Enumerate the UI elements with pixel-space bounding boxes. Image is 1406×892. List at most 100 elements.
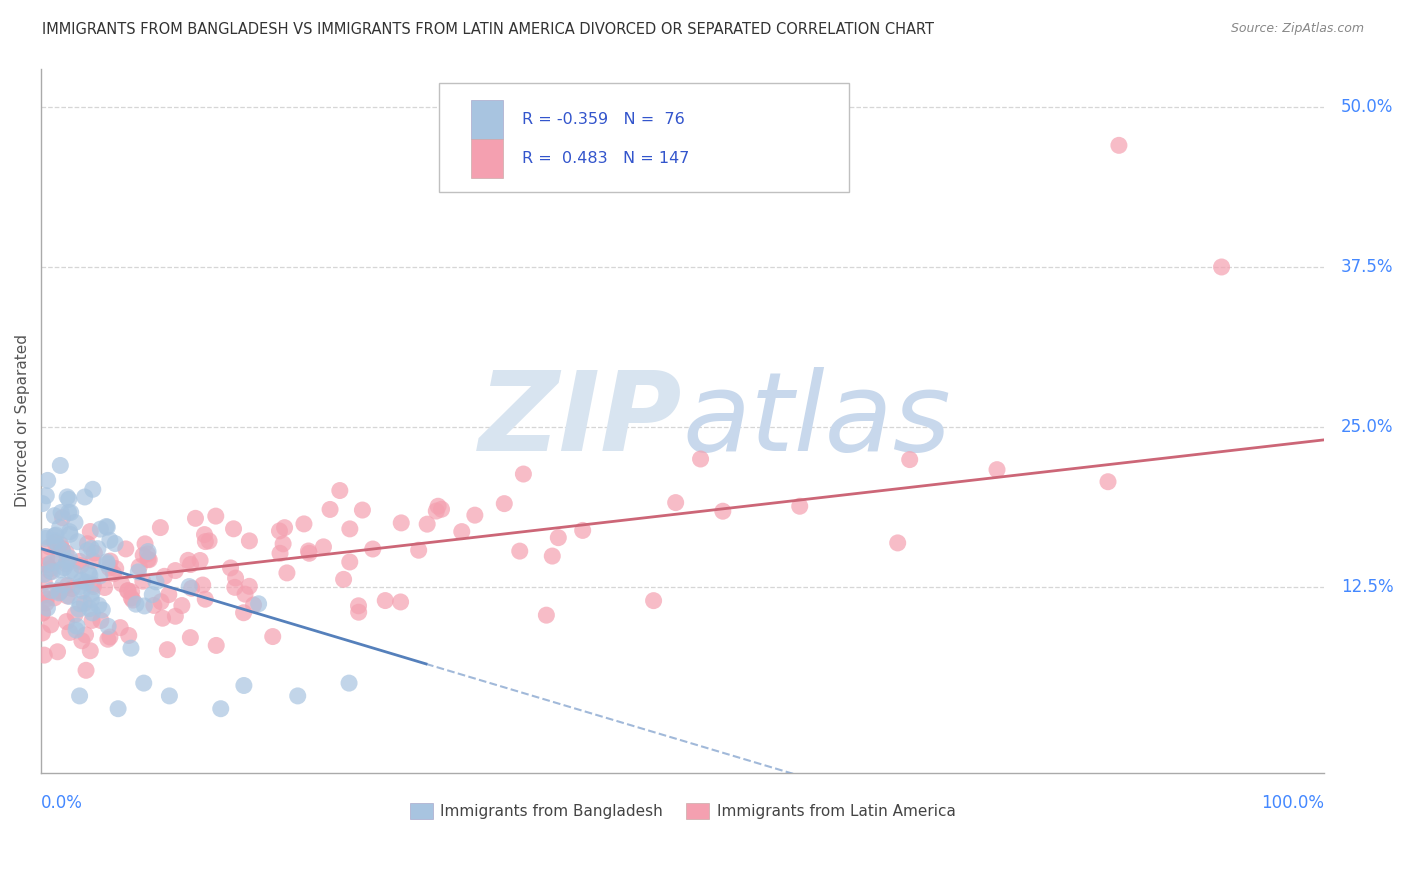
Point bbox=[1211, 260, 1233, 274]
Point bbox=[63, 516, 86, 530]
Point bbox=[51, 541, 73, 556]
Point bbox=[82, 554, 104, 568]
Point bbox=[66, 534, 89, 549]
Point bbox=[39, 565, 62, 579]
Point bbox=[157, 588, 180, 602]
Point bbox=[104, 536, 127, 550]
Point bbox=[120, 591, 142, 605]
Point bbox=[103, 566, 125, 581]
Point bbox=[165, 609, 187, 624]
Point bbox=[49, 563, 72, 577]
Point bbox=[48, 586, 70, 600]
FancyBboxPatch shape bbox=[471, 139, 503, 178]
Point bbox=[39, 561, 62, 575]
Point bbox=[238, 579, 260, 593]
Point bbox=[87, 541, 110, 556]
Text: Source: ZipAtlas.com: Source: ZipAtlas.com bbox=[1230, 22, 1364, 36]
Point bbox=[35, 550, 58, 565]
Point bbox=[149, 520, 172, 534]
Point bbox=[97, 619, 120, 633]
Point bbox=[79, 568, 101, 582]
Point bbox=[464, 508, 486, 523]
Point bbox=[51, 510, 73, 524]
Point bbox=[292, 516, 315, 531]
Point bbox=[329, 483, 352, 498]
Point bbox=[35, 530, 58, 544]
Point bbox=[194, 534, 217, 549]
Point bbox=[77, 566, 100, 580]
Text: atlas: atlas bbox=[683, 368, 952, 475]
Point bbox=[427, 500, 450, 514]
Point bbox=[96, 519, 118, 533]
Point bbox=[297, 544, 319, 558]
Point bbox=[337, 676, 360, 690]
Point bbox=[232, 606, 254, 620]
Point bbox=[219, 561, 242, 575]
Point bbox=[69, 689, 91, 703]
Point bbox=[571, 524, 593, 538]
Point bbox=[142, 599, 165, 613]
Point bbox=[198, 533, 221, 548]
Point bbox=[1097, 475, 1119, 489]
Point bbox=[180, 558, 202, 572]
Point bbox=[225, 571, 247, 585]
Point bbox=[430, 502, 453, 516]
Point bbox=[44, 535, 66, 549]
Point bbox=[63, 566, 86, 581]
Point bbox=[37, 601, 59, 615]
Point bbox=[58, 505, 80, 519]
Point bbox=[32, 648, 55, 662]
Point bbox=[80, 541, 103, 556]
Point bbox=[547, 531, 569, 545]
Point bbox=[75, 663, 97, 677]
Point bbox=[63, 607, 86, 622]
Point bbox=[44, 534, 66, 549]
Point bbox=[80, 614, 103, 628]
Point bbox=[44, 529, 66, 543]
Point bbox=[79, 601, 101, 615]
Point bbox=[73, 490, 96, 504]
Point bbox=[194, 592, 217, 607]
FancyBboxPatch shape bbox=[471, 100, 503, 139]
Point bbox=[157, 689, 180, 703]
Point bbox=[536, 608, 558, 623]
Point bbox=[125, 597, 148, 611]
Point bbox=[59, 527, 82, 541]
Point bbox=[98, 630, 121, 644]
Point bbox=[711, 504, 734, 518]
Point bbox=[425, 504, 447, 518]
Point bbox=[48, 585, 70, 599]
Point bbox=[132, 676, 155, 690]
Point bbox=[156, 642, 179, 657]
Point bbox=[689, 452, 711, 467]
Point bbox=[193, 527, 215, 541]
Text: R = -0.359   N =  76: R = -0.359 N = 76 bbox=[522, 112, 685, 127]
Point bbox=[117, 583, 139, 598]
Point bbox=[55, 557, 77, 571]
Point bbox=[82, 580, 104, 594]
Text: ZIP: ZIP bbox=[479, 368, 683, 475]
Point bbox=[41, 565, 63, 579]
Point bbox=[91, 603, 114, 617]
Point bbox=[48, 520, 70, 534]
Point bbox=[136, 544, 159, 558]
Point bbox=[34, 575, 56, 590]
Point bbox=[233, 587, 256, 601]
Point bbox=[1108, 138, 1130, 153]
Point bbox=[35, 596, 58, 610]
Point bbox=[39, 618, 62, 632]
Point bbox=[188, 553, 211, 567]
Legend: Immigrants from Bangladesh, Immigrants from Latin America: Immigrants from Bangladesh, Immigrants f… bbox=[404, 797, 962, 825]
Point bbox=[83, 546, 105, 560]
Point bbox=[104, 561, 127, 575]
Point bbox=[494, 497, 516, 511]
Point bbox=[32, 567, 55, 582]
Point bbox=[39, 583, 62, 598]
Text: R =  0.483   N = 147: R = 0.483 N = 147 bbox=[522, 151, 690, 166]
Point bbox=[53, 560, 76, 574]
Point bbox=[332, 573, 354, 587]
Point bbox=[90, 614, 112, 628]
Text: 12.5%: 12.5% bbox=[1341, 578, 1393, 596]
Point bbox=[56, 490, 79, 504]
Point bbox=[55, 615, 77, 629]
